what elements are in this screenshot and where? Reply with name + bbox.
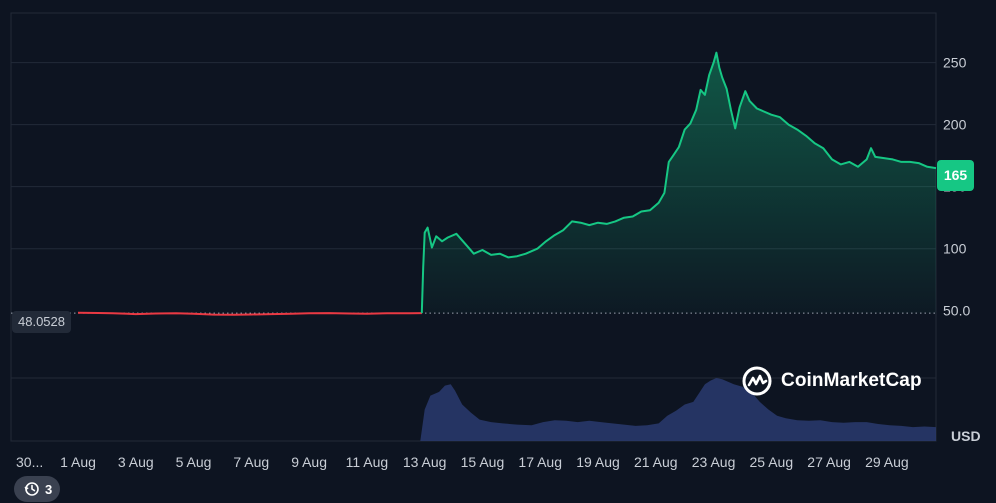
x-tick-label: 9 Aug — [291, 454, 327, 470]
x-tick-label: 11 Aug — [346, 454, 389, 470]
current-price-badge: 165 — [937, 160, 974, 191]
price-area-fill — [421, 52, 936, 314]
x-tick-label: 15 Aug — [461, 454, 505, 470]
history-count: 3 — [45, 481, 53, 497]
coinmarketcap-logo: CoinMarketCap — [741, 365, 922, 397]
x-tick-label: 3 Aug — [118, 454, 154, 470]
x-tick-label: 1 Aug — [60, 454, 96, 470]
x-tick-label: 23 Aug — [692, 454, 736, 470]
x-tick-label: 13 Aug — [403, 454, 447, 470]
price-lines — [77, 51, 937, 316]
coinmarketcap-icon — [742, 366, 772, 396]
x-axis-ticks: 30... 1 Aug 3 Aug 5 Aug 7 Aug 9 Aug 11 Aug 13 A… — [16, 454, 909, 470]
x-tick-label: 27 Aug — [807, 454, 851, 470]
currency-unit-label: USD — [951, 428, 981, 444]
history-icon — [24, 482, 39, 496]
x-tick-label: 19 Aug — [576, 454, 620, 470]
price-line-below-reference — [77, 311, 422, 316]
price-area — [421, 52, 936, 314]
volume-series — [420, 378, 936, 441]
reference-price-badge: 48.0528 — [12, 311, 71, 333]
y-tick-label: 200 — [943, 117, 967, 133]
y-tick-label: 50.0 — [943, 303, 970, 319]
x-tick-label: 5 Aug — [176, 454, 212, 470]
x-tick-label: 7 Aug — [233, 454, 269, 470]
x-tick-label: 29 Aug — [865, 454, 909, 470]
y-tick-label: 100 — [943, 241, 967, 257]
volume-area — [420, 378, 936, 441]
price-line-above-reference — [420, 51, 937, 314]
y-tick-label: 250 — [943, 55, 967, 71]
x-tick-label: 25 Aug — [750, 454, 794, 470]
x-tick-label: 30... — [16, 454, 43, 470]
x-tick-label: 21 Aug — [634, 454, 678, 470]
history-chip[interactable]: 3 — [14, 476, 61, 502]
x-tick-label: 17 Aug — [518, 454, 562, 470]
brand-name: CoinMarketCap — [781, 370, 922, 391]
